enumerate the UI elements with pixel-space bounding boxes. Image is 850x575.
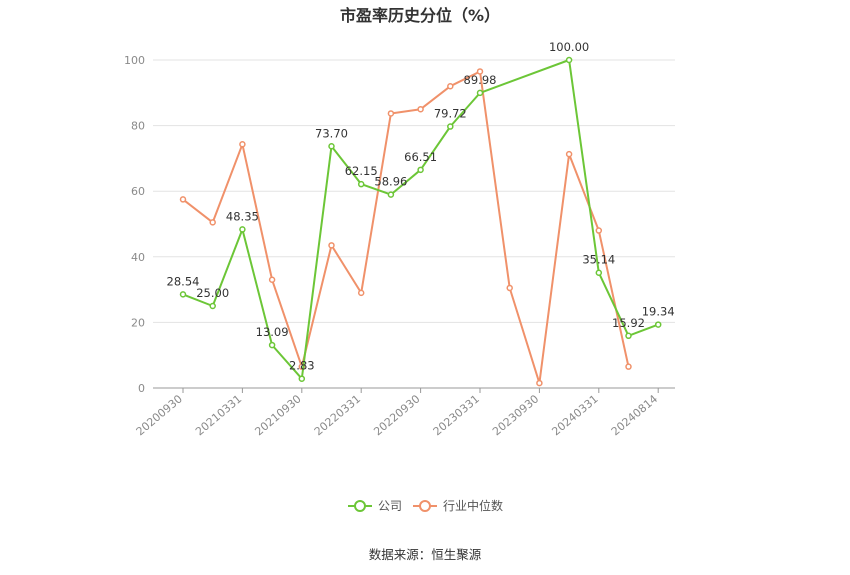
x-tick-label: 20200930 (134, 392, 185, 438)
company-data-label: 25.00 (196, 286, 229, 300)
series-group (179, 56, 662, 387)
legend-company-marker (354, 500, 366, 512)
company-point[interactable] (625, 332, 632, 340)
x-tick-label: 20230331 (431, 392, 482, 438)
x-tick-label: 20240331 (549, 392, 600, 438)
x-axis: 20200930 20210331 20210930 20220331 20220930… (134, 387, 675, 438)
company-point[interactable] (239, 226, 246, 233)
company-point[interactable] (268, 341, 276, 349)
industry-point[interactable] (179, 196, 187, 203)
grid-lines (153, 59, 675, 323)
industry-point[interactable] (239, 141, 246, 148)
x-tick-label: 20240814 (609, 392, 660, 438)
company-point[interactable] (179, 291, 187, 298)
y-tick-label: 80 (131, 120, 145, 133)
data-source: 数据来源：恒生聚源 (369, 547, 482, 562)
company-data-label: 62.15 (345, 164, 378, 178)
industry-point[interactable] (209, 219, 216, 226)
industry-point[interactable] (595, 227, 603, 234)
industry-point[interactable] (357, 289, 365, 297)
company-point[interactable] (357, 180, 365, 188)
y-tick-label: 60 (131, 185, 145, 198)
company-data-label: 28.54 (167, 274, 200, 288)
company-point[interactable] (565, 56, 573, 64)
y-tick-label: 0 (138, 382, 145, 395)
legend-item-industry[interactable]: 行业中位数 (413, 498, 503, 513)
x-tick-label: 20230930 (490, 392, 541, 438)
y-axis-ticks: 0 20 40 60 80 100 (124, 54, 145, 395)
industry-point[interactable] (417, 105, 424, 113)
company-data-label: 89.98 (464, 73, 497, 87)
company-point[interactable] (654, 321, 662, 328)
x-tick-label: 20210331 (193, 392, 244, 438)
x-tick-label: 20210930 (252, 392, 303, 438)
legend-item-company[interactable]: 公司 (348, 499, 402, 513)
industry-point[interactable] (565, 150, 573, 158)
industry-point[interactable] (447, 82, 454, 90)
industry-point[interactable] (536, 379, 543, 387)
industry-point[interactable] (387, 110, 395, 117)
company-data-label: 73.70 (315, 126, 348, 140)
company-point[interactable] (595, 269, 603, 276)
company-point[interactable] (476, 89, 484, 97)
company-data-label: 58.96 (374, 175, 407, 189)
company-data-label: 79.72 (434, 107, 467, 121)
industry-point[interactable] (268, 276, 276, 284)
industry-series-line (182, 70, 630, 385)
company-data-label: 100.00 (549, 40, 589, 54)
company-point[interactable] (447, 123, 454, 130)
company-data-label: 48.35 (226, 209, 259, 223)
company-data-label: 19.34 (642, 305, 675, 319)
industry-point[interactable] (328, 242, 335, 249)
industry-point[interactable] (625, 363, 632, 370)
x-tick-label: 20220331 (312, 392, 363, 438)
x-tick-label: 20220930 (371, 392, 422, 438)
industry-point[interactable] (476, 68, 484, 75)
company-data-label: 66.51 (404, 150, 437, 164)
company-data-label: 15.92 (612, 316, 645, 330)
company-point[interactable] (298, 375, 306, 382)
company-point[interactable] (417, 166, 424, 174)
company-data-label: 35.14 (582, 253, 615, 267)
company-data-label: 2.83 (289, 359, 315, 373)
legend-industry-label: 行业中位数 (443, 498, 503, 513)
chart-title: 市盈率历史分位（%） (340, 6, 500, 25)
company-point[interactable] (328, 143, 335, 150)
legend-company-label: 公司 (378, 499, 402, 513)
industry-point[interactable] (506, 284, 513, 292)
y-tick-label: 20 (131, 316, 145, 329)
company-point[interactable] (387, 191, 395, 198)
legend[interactable]: 公司 行业中位数 (348, 498, 503, 513)
company-data-label: 13.09 (256, 325, 289, 339)
y-tick-label: 40 (131, 251, 145, 264)
legend-industry-marker (419, 500, 431, 512)
company-point[interactable] (209, 302, 216, 310)
y-tick-label: 100 (124, 54, 145, 67)
